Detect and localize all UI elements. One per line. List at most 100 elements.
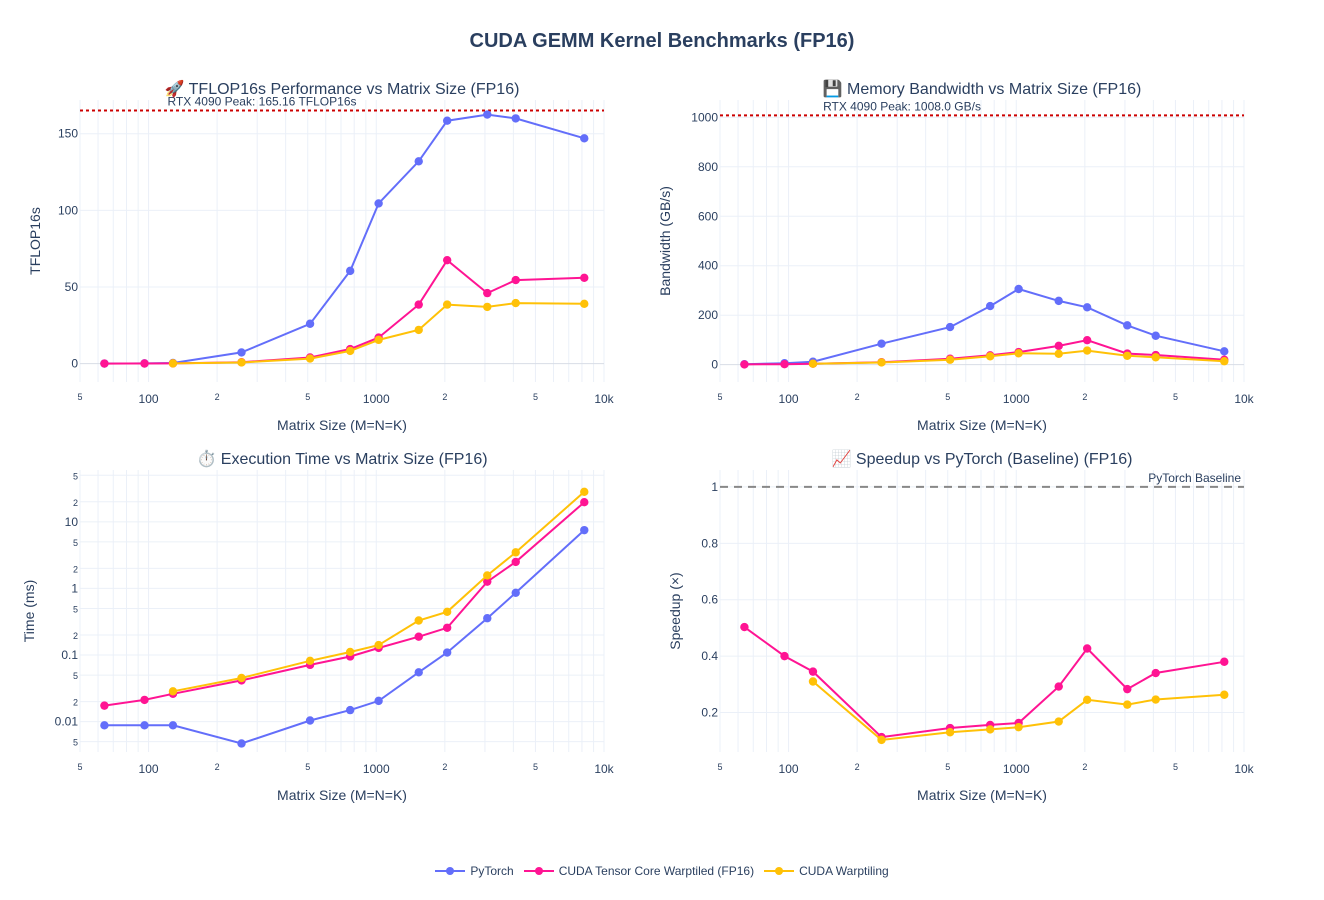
data-point[interactable] — [305, 319, 315, 328]
legend[interactable]: PyTorch CUDA Tensor Core Warptiled (FP16)… — [0, 864, 1324, 878]
data-point[interactable] — [442, 255, 452, 265]
data-point[interactable] — [1151, 668, 1160, 678]
data-point[interactable] — [1082, 303, 1092, 312]
data-point[interactable] — [1054, 296, 1063, 306]
data-point[interactable] — [945, 728, 955, 737]
data-point[interactable] — [580, 134, 589, 143]
data-point[interactable] — [374, 199, 383, 208]
data-point[interactable] — [345, 705, 355, 715]
data-point[interactable] — [168, 687, 178, 696]
data-point[interactable] — [1082, 346, 1092, 355]
data-point[interactable] — [442, 300, 452, 309]
data-point[interactable] — [511, 588, 520, 597]
data-point[interactable] — [345, 346, 355, 356]
data-point[interactable] — [1123, 700, 1132, 709]
data-point[interactable] — [1082, 335, 1092, 345]
data-point[interactable] — [511, 275, 520, 285]
data-point[interactable] — [374, 696, 383, 706]
data-point[interactable] — [237, 739, 246, 748]
data-point[interactable] — [374, 640, 383, 650]
data-point[interactable] — [345, 266, 355, 276]
data-point[interactable] — [442, 623, 452, 632]
data-point[interactable] — [511, 557, 520, 567]
data-point[interactable] — [1151, 331, 1160, 340]
data-point[interactable] — [483, 110, 492, 119]
data-point[interactable] — [1220, 657, 1229, 666]
data-point[interactable] — [1123, 351, 1132, 360]
data-point[interactable] — [305, 716, 315, 725]
data-point[interactable] — [1151, 353, 1160, 362]
data-point[interactable] — [985, 301, 995, 311]
legend-item[interactable]: CUDA Warptiling — [764, 864, 889, 878]
data-point[interactable] — [140, 359, 149, 368]
data-point[interactable] — [740, 360, 749, 369]
data-point[interactable] — [483, 614, 492, 623]
data-point[interactable] — [740, 622, 749, 632]
data-point[interactable] — [580, 487, 589, 497]
data-point[interactable] — [305, 354, 315, 363]
data-point[interactable] — [414, 300, 423, 309]
data-point[interactable] — [1220, 690, 1229, 699]
data-point[interactable] — [1014, 349, 1023, 358]
data-point[interactable] — [580, 498, 589, 507]
data-point[interactable] — [580, 525, 589, 535]
data-point[interactable] — [100, 701, 109, 710]
data-point[interactable] — [1082, 644, 1092, 653]
legend-item[interactable]: PyTorch — [435, 864, 514, 878]
data-point[interactable] — [877, 358, 886, 367]
data-point[interactable] — [780, 651, 789, 661]
data-point[interactable] — [100, 359, 109, 368]
data-point[interactable] — [780, 359, 789, 369]
data-point[interactable] — [877, 735, 886, 745]
data-point[interactable] — [442, 116, 452, 125]
data-point[interactable] — [1054, 682, 1063, 691]
data-point[interactable] — [511, 298, 520, 308]
data-point[interactable] — [414, 616, 423, 625]
data-point[interactable] — [414, 157, 423, 166]
data-point[interactable] — [808, 677, 818, 686]
data-point[interactable] — [237, 673, 246, 683]
data-point[interactable] — [580, 299, 589, 309]
data-point[interactable] — [483, 302, 492, 312]
data-point[interactable] — [237, 348, 246, 357]
data-point[interactable] — [877, 339, 886, 348]
legend-item[interactable]: CUDA Tensor Core Warptiled (FP16) — [523, 864, 754, 878]
data-point[interactable] — [511, 114, 520, 123]
data-point[interactable] — [808, 667, 818, 676]
data-point[interactable] — [808, 359, 818, 368]
data-point[interactable] — [483, 288, 492, 298]
data-point[interactable] — [414, 668, 423, 677]
data-point[interactable] — [1082, 695, 1092, 705]
data-point[interactable] — [442, 648, 452, 657]
data-point[interactable] — [140, 721, 149, 730]
data-point[interactable] — [1054, 349, 1063, 358]
data-point[interactable] — [1220, 357, 1229, 366]
data-point[interactable] — [985, 352, 995, 361]
data-point[interactable] — [580, 273, 589, 282]
data-point[interactable] — [305, 656, 315, 666]
data-point[interactable] — [1123, 684, 1132, 694]
data-point[interactable] — [483, 577, 492, 586]
data-point[interactable] — [414, 632, 423, 641]
data-point[interactable] — [140, 695, 149, 705]
data-point[interactable] — [1054, 717, 1063, 726]
data-point[interactable] — [1014, 284, 1023, 294]
data-point[interactable] — [168, 721, 178, 730]
data-point[interactable] — [945, 355, 955, 364]
data-point[interactable] — [985, 725, 995, 734]
data-point[interactable] — [511, 548, 520, 557]
data-point[interactable] — [1220, 347, 1229, 356]
data-point[interactable] — [237, 358, 246, 367]
data-point[interactable] — [100, 721, 109, 730]
data-point[interactable] — [945, 322, 955, 332]
data-point[interactable] — [1014, 722, 1023, 732]
data-point[interactable] — [1054, 341, 1063, 351]
data-point[interactable] — [168, 359, 178, 368]
data-point[interactable] — [442, 607, 452, 617]
data-point[interactable] — [345, 647, 355, 657]
data-point[interactable] — [414, 325, 423, 335]
data-point[interactable] — [1151, 695, 1160, 704]
data-point[interactable] — [374, 335, 383, 345]
data-point[interactable] — [483, 571, 492, 580]
data-point[interactable] — [1123, 321, 1132, 330]
